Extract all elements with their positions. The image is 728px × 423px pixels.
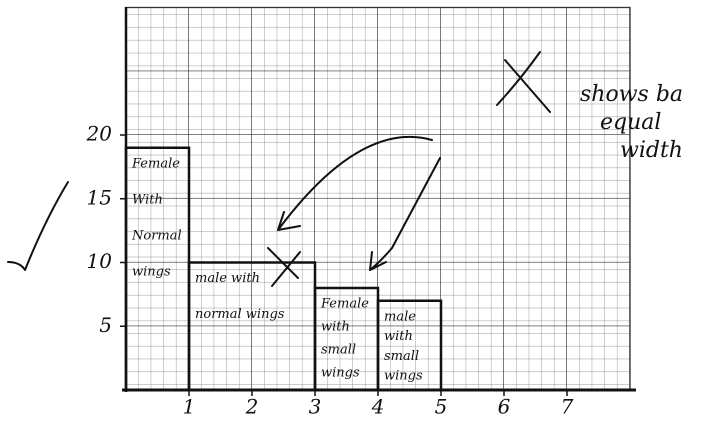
x-tick-label: 4: [371, 395, 385, 419]
y-tick-label: 15: [87, 185, 112, 209]
bar-label: small: [384, 349, 419, 364]
annotation-line: shows ba: [580, 82, 683, 107]
bar-label: small: [321, 343, 356, 358]
bar-label: With: [132, 192, 163, 207]
x-tick-label: 7: [561, 395, 574, 419]
bar-label: male: [384, 309, 416, 324]
x-tick-label: 6: [498, 395, 511, 419]
bar-label: Normal: [131, 228, 182, 243]
check-mark: [8, 182, 68, 270]
annotation-line: width: [620, 138, 683, 163]
y-tick-label: 5: [99, 313, 112, 337]
x-tick-label: 1: [183, 395, 196, 419]
x-tick-label: 2: [245, 395, 259, 419]
bar-label: normal wings: [195, 307, 285, 322]
x-tick-label: 3: [309, 395, 322, 419]
x-tick-label: 5: [435, 395, 448, 419]
bar-label: with: [321, 320, 350, 335]
bar-label: wings: [321, 366, 360, 381]
bar-label: wings: [384, 369, 423, 384]
annotation-line: equal: [600, 110, 661, 135]
bar-label: with: [384, 329, 413, 344]
chart: shows ba equal width 5 10 15 20 1 2 3 4 5 6 7 Female W…: [0, 0, 728, 423]
bar-label: Female: [320, 297, 369, 312]
bar-label: Female: [131, 156, 180, 171]
y-tick-label: 10: [87, 249, 113, 273]
y-tick-label: 20: [86, 122, 113, 146]
bar-label: male with: [195, 271, 260, 286]
bar-label: wings: [132, 264, 171, 279]
